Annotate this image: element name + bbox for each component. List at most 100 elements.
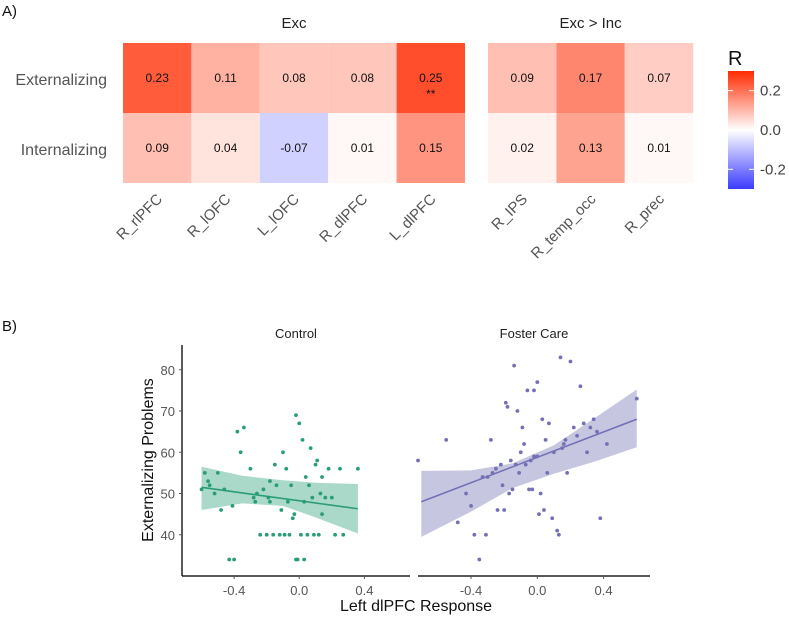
y-tick-label: 60 [161,445,175,460]
regression-line [201,486,358,510]
data-point [235,429,240,434]
data-point [581,421,586,426]
data-point [588,425,593,430]
data-point [563,437,568,442]
x-axis-title: Left dlPFC Response [340,598,492,615]
data-point [241,425,246,430]
data-point [222,487,227,492]
data-point [542,508,546,512]
scatter-plot: Control Foster Care 40 50 60 70 80 -0.4 0.0 0.… [140,326,650,615]
x-tick-label: -0.4 [460,583,482,598]
data-point [251,495,256,500]
data-point [316,532,321,537]
heatmap-cell-externalizing-r-temp-occ [556,43,625,113]
cell-label-internalizing-r-ips: 0.02 [511,141,535,155]
cell-label-externalizing-l-lofc: 0.08 [282,71,306,85]
group-title-exc: Exc [281,15,307,32]
legend-ticks: 0.2 0.0 -0.2 [728,83,786,178]
data-point [565,470,570,475]
cell-label-externalizing-l-dlpfc: 0.25 [419,71,443,85]
data-point [206,479,210,484]
data-point [575,433,579,438]
data-point [568,359,573,364]
y-tick-label: 70 [161,404,175,419]
data-point [555,528,560,533]
heatmap-cell-externalizing-r-lofc [191,43,260,113]
confidence-band [201,466,358,534]
data-point [517,470,521,475]
data-point [505,404,510,409]
panel-b-label: B) [2,318,17,335]
facet-control [199,413,360,562]
data-point [503,400,508,405]
data-point [508,458,513,463]
significance-marker: ** [426,87,436,101]
x-tick-label: 0.0 [290,583,308,598]
data-point [202,470,207,475]
data-point [268,499,272,504]
data-point [500,483,505,488]
data-point [484,532,488,537]
data-point [199,487,204,492]
heatmap-cell-internalizing-l-lofc [259,113,329,183]
data-point [518,450,523,455]
group-title-exc-inc: Exc > Inc [560,15,623,32]
y-tick-label: 80 [161,363,175,378]
data-point [507,491,512,496]
data-point [605,442,609,446]
column-label-r-lofc: R_lOFC [184,191,234,241]
cell-label-internalizing-r-lofc: 0.04 [214,141,238,155]
data-point [300,437,305,442]
data-point [571,425,576,430]
cell-label-internalizing-r-rlpfc: 0.09 [146,141,170,155]
heatmap-cell-internalizing-r-lofc [191,113,260,183]
legend-title: R [728,48,742,70]
legend-tick-label: 0.2 [760,83,781,100]
column-label-r-ips: R_IPS [488,191,531,234]
data-point [315,458,320,463]
data-point [535,380,540,385]
x-tick-label: -0.4 [223,583,245,598]
row-label-externalizing: Externalizing [15,72,107,89]
column-label-l-dlpfc: L_dlPFC [386,191,439,244]
data-point [326,466,331,471]
cell-label-externalizing-r-lofc: 0.11 [214,71,237,85]
data-point [535,454,540,459]
data-point [551,450,556,455]
data-point [248,466,253,471]
heatmap-cell-externalizing-r-dlpfc [328,43,397,113]
data-point [341,532,346,537]
column-label-r-dlpfc: R_dlPFC [316,191,371,246]
data-point [545,470,550,475]
data-point [510,487,515,492]
data-point [444,437,449,442]
data-point [543,437,548,442]
data-point [261,487,266,492]
data-point [498,462,503,467]
x-tick-label: 0.4 [355,583,373,598]
data-point [255,491,259,496]
data-point [560,446,565,451]
heatmap-column-labels: R_rlPFC R_lOFC L_lOFC R_dlPFC L_dlPFC R_IPSR_… [113,190,668,262]
data-point [320,512,324,517]
data-point [556,532,561,537]
data-point [595,429,599,434]
data-point [634,396,639,401]
column-label-l-lofc: L_lOFC [254,191,303,240]
data-point [472,532,477,537]
data-point [512,363,517,368]
cell-label-externalizing-r-temp-occ: 0.17 [579,71,603,85]
data-point [266,495,271,500]
legend-tick-label: 0.0 [760,122,781,139]
data-point [232,557,237,562]
y-tick-label: 50 [161,487,175,502]
y-tick-label: 40 [161,528,175,543]
data-point [540,417,545,422]
data-point [238,450,243,455]
cell-label-internalizing-l-lofc: -0.07 [280,141,308,155]
cell-label-externalizing-r-dlpfc: 0.08 [351,71,375,85]
data-point [274,483,279,488]
data-point [598,516,603,521]
data-point [297,421,302,426]
data-point [308,446,313,451]
